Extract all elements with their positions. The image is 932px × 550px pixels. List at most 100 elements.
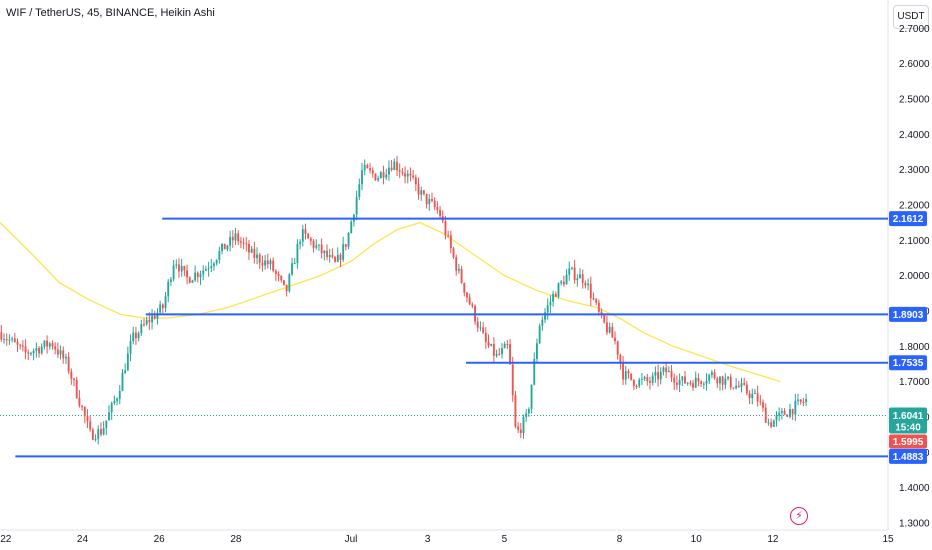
candle-body — [444, 220, 447, 236]
level-tag — [889, 211, 927, 227]
candle-body — [355, 197, 358, 215]
level-tag — [889, 448, 927, 464]
candle-body — [466, 292, 468, 298]
candle-body — [256, 254, 258, 259]
x-tick-label: 12 — [767, 534, 779, 545]
candle-body — [401, 171, 404, 174]
candle-body — [118, 391, 121, 399]
candle-body — [670, 370, 673, 378]
candle-body — [732, 387, 735, 389]
candle-body — [611, 326, 614, 338]
candle-body — [657, 372, 660, 380]
candle-body — [506, 344, 509, 346]
candle-body — [315, 245, 318, 248]
candle-body — [759, 401, 762, 403]
candle-body — [280, 276, 283, 281]
candle-body — [116, 398, 119, 401]
y-tick-label: 1.4000 — [899, 483, 930, 494]
candle-body — [229, 236, 232, 246]
candle-body — [326, 250, 328, 258]
candle-body — [684, 376, 686, 384]
candle-body — [277, 273, 280, 277]
candle-body — [199, 274, 202, 278]
level-tag-label: 1.8903 — [893, 310, 924, 321]
candle-body — [336, 254, 339, 262]
candle-body — [99, 429, 102, 435]
candle-body — [632, 379, 635, 387]
candle-body — [366, 164, 369, 169]
candle-body — [640, 378, 643, 380]
candle-body — [121, 372, 124, 392]
candle-body — [148, 319, 151, 323]
candle-body — [624, 371, 627, 380]
candle-body — [527, 409, 530, 414]
candle-body — [223, 243, 226, 250]
candle-body — [708, 374, 711, 381]
candle-body — [552, 293, 555, 302]
candle-body — [565, 274, 568, 285]
candle-body — [627, 371, 630, 374]
y-tick-label: 2.0000 — [899, 271, 930, 282]
candle-body — [377, 178, 380, 181]
candle-body — [468, 297, 471, 305]
candle-body — [705, 380, 708, 384]
lightning-icon[interactable]: ⚡ — [790, 507, 808, 525]
candle-body — [126, 353, 129, 371]
candle-body — [307, 233, 310, 239]
candle-body — [194, 272, 197, 281]
candle-body — [134, 332, 137, 339]
candle-body — [164, 296, 167, 309]
candle-body — [439, 209, 442, 217]
candle-body — [390, 167, 393, 171]
candle-body — [770, 422, 773, 427]
candle-body — [404, 173, 407, 177]
candle-body — [159, 304, 162, 313]
candle-body — [218, 251, 221, 260]
candle-body — [234, 233, 237, 241]
x-tick-label: 8 — [617, 534, 623, 545]
candle-body — [196, 272, 199, 278]
candle-body — [482, 327, 485, 333]
candle-body — [694, 377, 697, 388]
y-tick-label: 2.6000 — [899, 59, 930, 70]
candle-body — [576, 278, 579, 281]
candle-body — [108, 412, 110, 421]
candle-body — [406, 173, 409, 177]
candle-body — [775, 415, 778, 421]
candle-body — [729, 376, 732, 388]
candle-body — [344, 244, 347, 247]
candle-body — [172, 265, 175, 280]
candle-body — [75, 379, 78, 398]
candle-body — [210, 266, 213, 269]
candle-body — [21, 345, 24, 347]
candle-body — [471, 304, 474, 306]
candle-body — [412, 175, 415, 178]
candle-body — [587, 283, 590, 286]
candle-body — [659, 371, 662, 380]
currency-selector-button[interactable]: USDT — [893, 5, 929, 29]
candle-body — [215, 259, 218, 264]
candle-body — [675, 382, 678, 385]
candle-body — [783, 411, 786, 415]
candle-body — [514, 395, 517, 427]
candle-body — [805, 398, 808, 403]
candle-body — [393, 161, 396, 171]
y-tick-label: 1.7000 — [899, 377, 930, 388]
candle-body — [643, 377, 646, 379]
candle-body — [716, 378, 719, 384]
candle-body — [396, 161, 398, 171]
candle-body — [48, 343, 51, 347]
candle-body — [387, 167, 390, 175]
candle-body — [697, 377, 700, 382]
candle-body — [751, 393, 754, 399]
candle-body — [207, 268, 210, 270]
x-axis-ticks: 22 24 26 28 Jul 3 5 8 10 12 15 — [0, 534, 894, 545]
candle-body — [428, 199, 431, 205]
candle-body — [484, 332, 487, 342]
candle-body — [361, 170, 363, 185]
y-tick-label: 2.1000 — [899, 236, 930, 247]
candle-body — [573, 267, 576, 281]
candle-body — [463, 282, 466, 293]
candle-body — [554, 293, 557, 297]
